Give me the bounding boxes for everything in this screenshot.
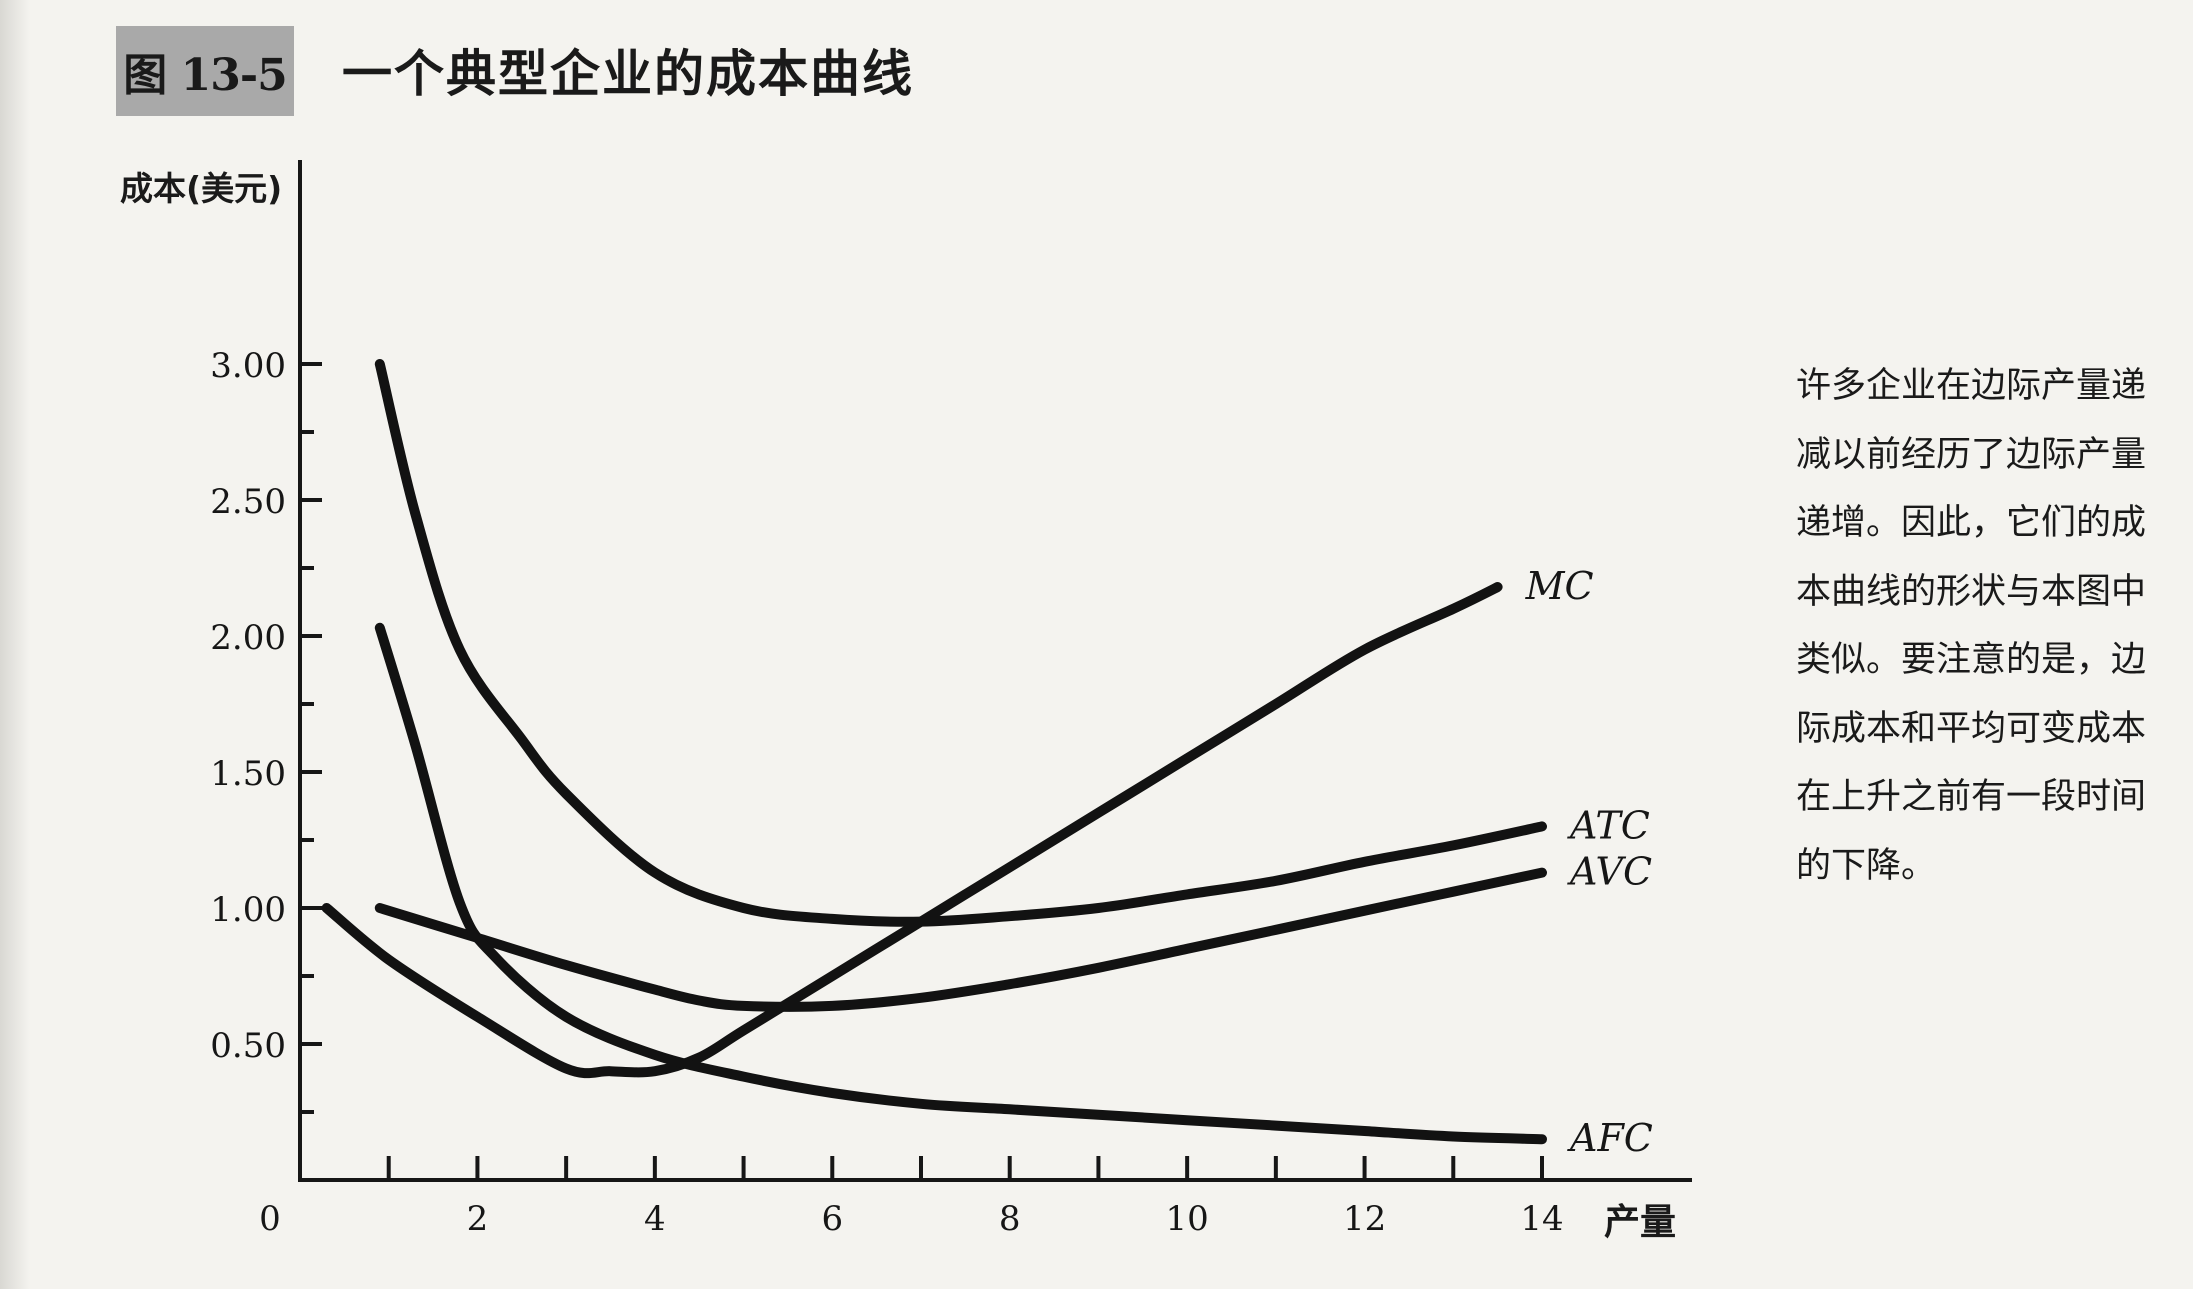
x-tick-label: 12 [1343,1199,1386,1239]
x-tick-label: 10 [1166,1199,1209,1239]
figure-title: 一个典型企业的成本曲线 [342,45,914,103]
y-axis-label: 成本(美元) [120,169,282,208]
avc-curve [374,867,1547,1012]
y-tick-label: 0.50 [210,1026,286,1066]
y-tick-label: 2.50 [210,482,286,522]
curves [321,359,1547,1145]
afc-curve [374,622,1547,1145]
mc-label: MC [1525,564,1594,608]
y-tick-label: 2.00 [210,618,286,658]
caption-line: 减以前经历了边际产量 [1796,434,2147,475]
caption-line: 类似。要注意的是，边 [1796,640,2147,680]
figure-caption: 许多企业在边际产量递 减以前经历了边际产量 递增。因此，它们的成 本曲线的形状与… [1796,352,2176,900]
caption-line: 在上升之前有一段时间 [1796,777,2147,817]
axes [298,160,1692,1182]
figure-number-badge: 图 13-5 [116,26,294,116]
x-tick-label: 2 [467,1199,489,1239]
caption-line: 许多企业在边际产量递 [1796,366,2147,406]
x-tick-label: 6 [821,1199,843,1239]
afc-label: AFC [1567,1116,1653,1160]
x-axis-label: 产量 [1604,1202,1676,1243]
avc-label: AVC [1567,850,1652,894]
caption-line: 递增。因此，它们的成 [1796,503,2147,543]
caption-line: 本曲线的形状与本图中 [1796,571,2147,612]
y-tick-label: 1.00 [210,890,286,930]
atc-curve [374,359,1547,927]
y-tick-label: 3.00 [210,346,286,386]
mc-curve [321,582,1503,1079]
caption-line: 的下降。 [1796,845,1937,886]
x-tick-label: 14 [1520,1199,1563,1239]
x-tick-label: 0 [259,1199,281,1239]
page-edge-shadow [0,0,30,1289]
x-tick-label: 8 [999,1199,1021,1239]
x-tick-label: 4 [644,1199,666,1239]
caption-line: 际成本和平均可变成本 [1796,708,2147,749]
y-tick-label: 1.50 [210,754,286,794]
atc-label: ATC [1567,803,1650,847]
chart-labels: 0.50 1.00 1.50 2.00 2.50 3.00 0 2 4 6 8 10 12 14 成本(美元… [120,169,1676,1243]
